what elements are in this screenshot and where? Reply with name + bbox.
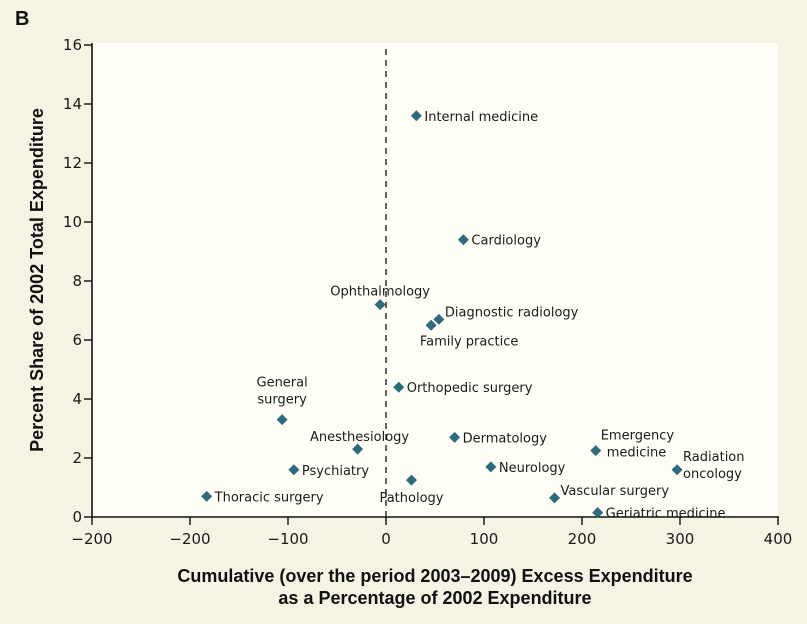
x-tick-label: 100 <box>470 530 499 548</box>
point-label-line: oncology <box>683 467 742 482</box>
point-label-line: General <box>257 376 308 391</box>
point-label-line: Vascular surgery <box>561 484 670 499</box>
x-tick-label: −200 <box>71 530 112 548</box>
point-label-line: Cardiology <box>471 234 541 249</box>
point-label-line: Orthopedic surgery <box>407 381 533 396</box>
point-geriatric-medicine <box>592 507 604 519</box>
y-tick-label: 8 <box>72 272 82 290</box>
x-tick-label: 400 <box>764 530 793 548</box>
point-ophthalmology <box>374 299 386 311</box>
y-tick-label: 12 <box>63 154 82 172</box>
plot-area <box>92 43 778 517</box>
y-tick-label: 14 <box>63 95 82 113</box>
x-axis-title-line-1: Cumulative (over the period 2003–2009) E… <box>177 566 692 586</box>
point-label-general-surgery: General surgery <box>257 376 308 408</box>
point-diagnostic-radiology <box>433 313 445 325</box>
point-label-geriatric-medicine: Geriatric medicine <box>606 507 726 522</box>
x-tick-label: 300 <box>666 530 695 548</box>
x-tick-label: 200 <box>568 530 597 548</box>
point-label-anesthesiology: Anesthesiology <box>310 430 409 445</box>
y-tick-label: 16 <box>63 36 82 54</box>
point-orthopedic-surgery <box>393 381 405 393</box>
point-internal-medicine <box>410 110 422 122</box>
point-family-practice <box>425 319 437 331</box>
point-label-radiation-oncology: Radiation oncology <box>683 450 744 482</box>
y-tick-label: 6 <box>72 331 82 349</box>
x-tick-label: −100 <box>267 530 308 548</box>
point-label-line: Internal medicine <box>424 110 538 125</box>
point-label-ophthalmology: Ophthalmology <box>330 285 430 300</box>
point-emergency-medicine <box>590 445 602 457</box>
point-label-psychiatry: Psychiatry <box>302 464 369 479</box>
point-cardiology <box>457 234 469 246</box>
point-label-line: Family practice <box>420 334 519 349</box>
point-label-diagnostic-radiology: Diagnostic radiology <box>445 305 579 320</box>
point-label-dermatology: Dermatology <box>463 431 548 446</box>
y-axis-title: Percent Share of 2002 Total Expenditure <box>27 108 47 452</box>
point-label-line: Emergency <box>601 429 675 444</box>
point-anesthesiology <box>352 443 364 455</box>
point-label-internal-medicine: Internal medicine <box>424 110 538 125</box>
x-axis-title-line-2: as a Percentage of 2002 Expenditure <box>278 588 591 608</box>
point-label-line: Pathology <box>379 491 443 506</box>
point-neurology <box>485 461 497 473</box>
panel-label: B <box>15 8 30 30</box>
x-tick-label: 0 <box>381 530 391 548</box>
point-label-vascular-surgery: Vascular surgery <box>561 484 670 499</box>
point-label-line: Psychiatry <box>302 464 369 479</box>
point-psychiatry <box>288 464 300 476</box>
point-label-line: medicine <box>607 446 667 461</box>
point-label-line: Diagnostic radiology <box>445 305 579 320</box>
point-label-line: Thoracic surgery <box>214 490 324 505</box>
point-pathology <box>405 474 417 486</box>
point-label-line: Dermatology <box>463 431 548 446</box>
point-label-orthopedic-surgery: Orthopedic surgery <box>407 381 533 396</box>
point-label-thoracic-surgery: Thoracic surgery <box>214 490 324 505</box>
point-label-family-practice: Family practice <box>420 334 519 349</box>
point-label-line: Radiation <box>683 450 744 465</box>
point-vascular-surgery <box>549 492 561 504</box>
point-label-neurology: Neurology <box>499 461 566 476</box>
point-label-line: Ophthalmology <box>330 285 430 300</box>
point-label-line: Geriatric medicine <box>606 507 726 522</box>
point-label-cardiology: Cardiology <box>471 234 541 249</box>
point-label-line: Neurology <box>499 461 566 476</box>
point-label-line: surgery <box>257 393 307 408</box>
point-general-surgery <box>276 414 288 426</box>
point-label-line: Anesthesiology <box>310 430 409 445</box>
y-tick-label: 4 <box>72 390 82 408</box>
x-tick-label: −200 <box>169 530 210 548</box>
point-label-pathology: Pathology <box>379 491 443 506</box>
y-tick-label: 10 <box>63 213 82 231</box>
point-thoracic-surgery <box>201 490 213 502</box>
point-label-emergency-medicine: Emergency medicine <box>601 429 675 461</box>
point-dermatology <box>449 431 461 443</box>
y-tick-label: 2 <box>72 449 82 467</box>
point-radiation-oncology <box>671 464 683 476</box>
y-tick-label: 0 <box>72 508 82 526</box>
